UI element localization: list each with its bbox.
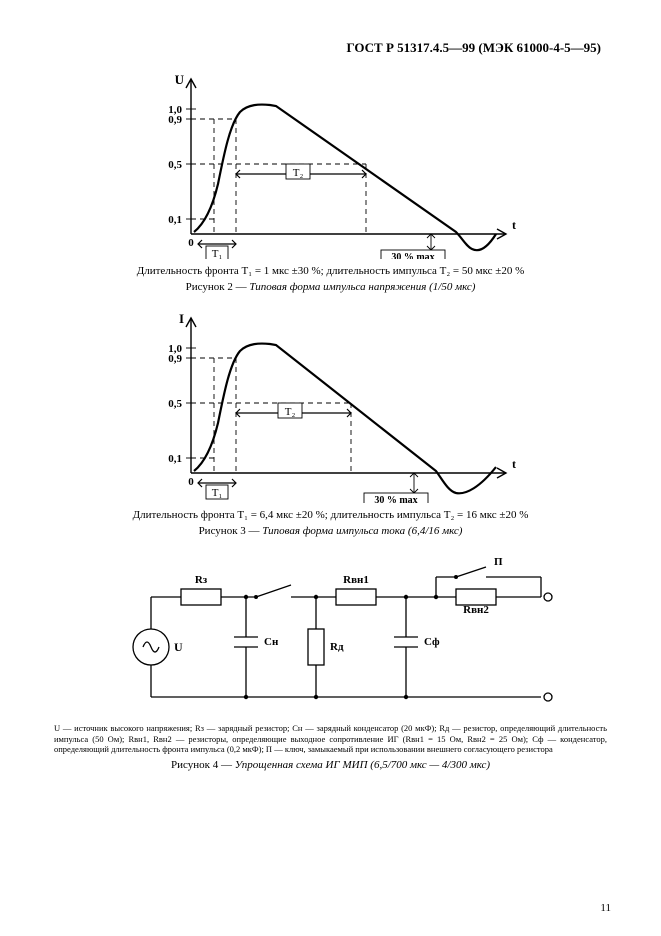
- figure-2: T₁ T₂ 30 % max U t 1,0 0,9 0,5: [50, 64, 611, 259]
- label-P: П: [494, 556, 503, 568]
- fig4-title-italic: Упрощенная схема ИГ МИП (6,5/700 мкс — 4…: [235, 759, 490, 771]
- fig4-title: Рисунок 4 — Упрощенная схема ИГ МИП (6,5…: [50, 759, 611, 771]
- fig3-caption: Длительность фронта T₁ = 6,4 мкс ±20 %; …: [50, 509, 611, 521]
- waveform-voltage: T₁ T₂ 30 % max U t 1,0 0,9 0,5: [136, 64, 526, 259]
- ytick-0.5: 0,5: [168, 159, 182, 171]
- fig2-title: Рисунок 2 — Типовая форма импульса напря…: [50, 281, 611, 293]
- label-U: U: [174, 640, 183, 654]
- label-Rvn2: Rвн2: [463, 604, 489, 616]
- y-axis-label: U: [174, 72, 184, 87]
- undershoot-label: 30 % max: [391, 252, 434, 259]
- y-axis-label-b: I: [178, 311, 183, 326]
- circuit-diagram: U Rз Cн Rд Rвн1 Cф Rвн2 П: [96, 547, 566, 717]
- ytick-b-0.9: 0,9: [168, 353, 182, 365]
- ytick-b-0.5: 0,5: [168, 398, 182, 410]
- undershoot-label-b: 30 % max: [374, 495, 417, 503]
- label-Rvn1: Rвн1: [343, 574, 369, 586]
- fig2-caption: Длительность фронта T₁ = 1 мкс ±30 %; дл…: [50, 265, 611, 277]
- label-Rz: Rз: [194, 574, 207, 586]
- page-header: ГОСТ Р 51317.4.5—99 (МЭК 61000-4-5—95): [50, 40, 611, 56]
- t2-label: T₂: [292, 167, 303, 179]
- t2-label-b: T₂: [284, 406, 295, 418]
- origin: 0: [188, 237, 194, 249]
- fig4-title-prefix: Рисунок 4 —: [171, 759, 235, 771]
- fig2-title-italic: Типовая форма импульса напряжения (1/50 …: [249, 281, 475, 293]
- figure-3: T₁ T₂ 30 % max I t 1,0 0,9 0,5 0,1 0: [50, 303, 611, 503]
- figure-4: U Rз Cн Rд Rвн1 Cф Rвн2 П: [50, 547, 611, 717]
- fig2-title-prefix: Рисунок 2 —: [186, 281, 250, 293]
- x-axis-label-b: t: [512, 457, 516, 471]
- label-Cf: Cф: [424, 636, 440, 648]
- label-Cn: Cн: [264, 636, 279, 648]
- t1-label-b: T₁: [211, 487, 222, 499]
- fig4-legend: U — источник высокого напряжения; Rз — з…: [54, 723, 607, 755]
- ytick-0.9: 0,9: [168, 114, 182, 126]
- ytick-b-0.1: 0,1: [168, 453, 182, 465]
- ytick-0.1: 0,1: [168, 214, 182, 226]
- origin-b: 0: [188, 476, 194, 488]
- x-axis-label: t: [512, 218, 516, 232]
- fig3-title: Рисунок 3 — Типовая форма импульса тока …: [50, 525, 611, 537]
- waveform-current: T₁ T₂ 30 % max I t 1,0 0,9 0,5 0,1 0: [136, 303, 526, 503]
- page-number: 11: [600, 902, 611, 914]
- label-Rd: Rд: [330, 641, 344, 653]
- fig3-title-prefix: Рисунок 3 —: [199, 525, 263, 537]
- fig3-title-italic: Типовая форма импульса тока (6,4/16 мкс): [262, 525, 462, 537]
- t1-label: T₁: [211, 248, 222, 259]
